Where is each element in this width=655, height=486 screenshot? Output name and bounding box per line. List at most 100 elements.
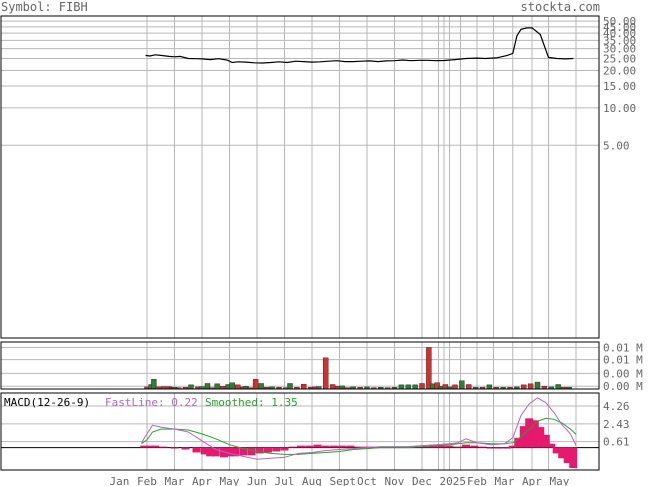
macd-histogram-bar [346,445,355,448]
volume-tick-label: 0.00 M [603,367,643,380]
price-tick-label: 35.00 [603,34,636,47]
macd-histogram-bar [558,447,567,459]
volume-bar [252,379,259,390]
macd-histogram-bar [159,446,168,448]
macd-histogram-bar [313,444,322,448]
x-axis-month-label: Mar [165,475,185,486]
x-axis-month-label: May [220,475,240,486]
macd-histogram-bar [338,445,347,448]
price-tick-label: 30.00 [603,43,636,56]
volume-bar [398,384,405,390]
macd-histogram-bar [206,447,215,457]
volume-bar [527,383,534,390]
x-axis-month-label: Feb [137,475,157,486]
macd-histogram-bar [547,443,556,448]
macd-tick-label: 4.26 [603,400,630,413]
macd-fastline-line [141,397,577,460]
volume-tick-label: 0.01 M [603,354,643,367]
panel-frame [0,341,600,390]
macd-histogram-bar [272,447,281,452]
macd-histogram-bar [514,437,523,448]
x-axis-month-label: Jul [275,475,295,486]
volume-bar [214,383,220,390]
volume-bar [405,384,411,390]
macd-histogram-bar [536,427,545,448]
macd-histogram-bar [211,447,220,457]
macd-histogram-bar [420,446,429,448]
macd-histogram-bar [200,447,209,455]
volume-bar [534,381,541,390]
macd-histogram-bar [495,447,503,449]
volume-bar [235,384,241,390]
volume-bar [188,384,194,390]
price-tick-label: 10.00 [603,102,636,115]
volume-panel: 0.01 M0.01 M0.00 M0.00 M [144,341,643,393]
macd-histogram-bar [192,447,201,453]
panel-frame [0,392,600,471]
macd-histogram-bar [297,445,305,448]
x-axis-month-label: Oct [357,475,377,486]
x-axis-month-label: Jun [247,475,267,486]
x-axis-month-label: Dec [412,475,432,486]
volume-bar [452,384,458,390]
price-tick-label: 45.00 [603,21,636,34]
macd-histogram-bar [486,447,495,449]
volume-tick-label: 0.00 M [603,380,643,393]
x-axis-month-label: Jan [110,475,130,486]
macd-histogram-bar [541,434,550,448]
macd-histogram-bar [181,447,190,450]
volume-bar [555,384,561,390]
volume-tick-label: 0.01 M [603,341,643,354]
macd-histogram-bar [305,445,314,448]
volume-bar [412,384,418,390]
macd-histogram-bar [170,447,179,449]
chart-frames [0,15,600,471]
volume-bar [301,383,307,390]
macd-histogram-bar [563,447,572,464]
price-series-line [145,27,574,64]
macd-histogram-bar [437,445,446,448]
macd-histogram-bar [255,447,264,454]
macd-histogram-bar [321,445,330,448]
header-symbol: Symbol: FIBH [1,0,88,14]
macd-panel: MACD(12-26-9) FastLine: 0.22 Smoothed: 1… [1,396,630,469]
macd-histogram-bar [220,447,228,458]
x-axis-month-label: Apr [192,475,212,486]
price-tick-label: 5.00 [603,139,630,152]
volume-bar [229,382,235,390]
volume-bar [258,383,264,390]
macd-histogram-bar [519,426,528,448]
x-axis-month-label: Sept [330,475,357,486]
x-axis-month-label: May [550,475,570,486]
macd-histogram-bar [140,445,149,448]
macd-histogram-bar [525,418,534,448]
x-axis-month-label: 2025 [440,475,467,486]
macd-histogram-bar [280,447,289,451]
macd-histogram-bar [462,444,470,448]
macd-histogram-bar [470,445,479,448]
header-site[interactable]: stockta.com [520,0,600,14]
macd-title: MACD(12-26-9) [4,396,90,409]
macd-histogram-bar [264,447,272,453]
volume-bar [323,357,329,390]
macd-tick-label: 2.43 [603,418,630,431]
price-tick-label: 50.00 [603,15,636,28]
macd-histogram-bar [569,447,578,469]
grid-layer [1,16,599,470]
macd-histogram-bar [225,447,234,457]
macd-histogram-bar [330,445,338,448]
macd-smoothed-line [141,417,577,455]
macd-histogram-bar [503,447,512,449]
x-axis-month-label: Aug [302,475,322,486]
price-tick-label: 25.00 [603,53,636,66]
panel-frame [0,15,600,339]
macd-tick-label: 0.61 [603,436,630,449]
volume-bar [329,384,336,390]
price-tick-label: 40.00 [603,27,636,40]
macd-histogram-bar [288,446,297,448]
macd-histogram-bar [151,445,160,448]
x-axis-labels: Jan Feb Mar Apr May Jun Jul Aug Sept Oct Nov Dec Feb… [110,475,570,486]
price-tick-label: 15.00 [603,80,636,93]
x-axis-month-label: Mar [495,475,515,486]
